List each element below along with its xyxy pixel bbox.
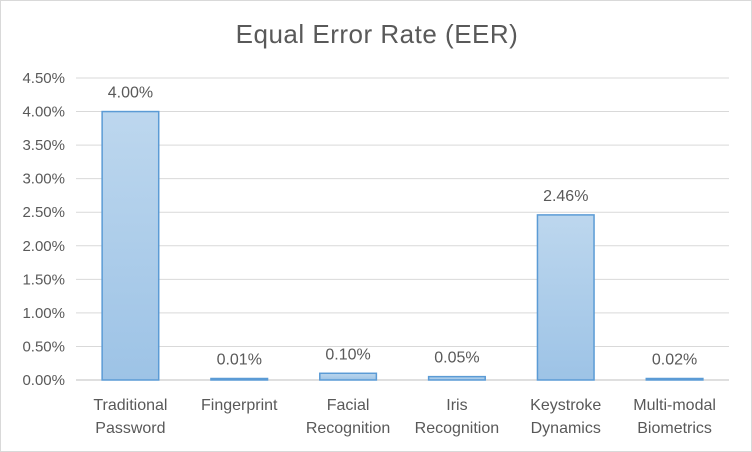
y-tick-label: 2.00% (22, 238, 65, 255)
x-category-label: Facial Recognition (306, 397, 391, 437)
x-axis-categories: Traditional Password Fingerprint Facial Reco… (93, 397, 716, 437)
data-label: 0.02% (652, 352, 697, 369)
bar (210, 377, 269, 381)
bar (101, 110, 160, 381)
data-label: 0.10% (325, 346, 370, 363)
bars (101, 110, 704, 381)
x-category-line: Recognition (415, 420, 500, 437)
y-axis-ticks: 0.00% 0.50% 1.00% 1.50% 2.00% 2.50% 3.00% 3.50%… (22, 70, 65, 389)
data-labels: 4.00% 0.01% 0.10% 0.05% 2.46% 0.02% (108, 85, 698, 369)
y-tick-label: 3.50% (22, 137, 65, 154)
x-category-label: Keystroke Dynamics (530, 397, 601, 437)
x-category-line: Recognition (306, 420, 391, 437)
y-tick-label: 3.00% (22, 171, 65, 188)
x-category-line: Biometrics (637, 420, 712, 437)
x-category-label: Iris Recognition (415, 397, 500, 437)
x-category-line: Iris (446, 397, 467, 414)
x-category-line: Password (95, 420, 165, 437)
x-category-line: Multi-modal (633, 397, 716, 414)
x-category-line: Facial (327, 397, 370, 414)
data-label: 0.05% (434, 350, 479, 367)
chart-title: Equal Error Rate (EER) (235, 19, 519, 49)
data-label: 2.46% (543, 188, 588, 205)
x-category-line: Fingerprint (201, 397, 278, 414)
x-category-label: Traditional Password (93, 397, 167, 437)
y-tick-label: 4.50% (22, 70, 65, 87)
data-label: 0.01% (217, 352, 262, 369)
y-tick-label: 0.00% (22, 372, 65, 389)
x-category-line: Traditional (93, 397, 167, 414)
y-tick-label: 0.50% (22, 338, 65, 355)
x-category-line: Keystroke (530, 397, 601, 414)
bar (427, 375, 486, 381)
data-label: 4.00% (108, 85, 153, 102)
bar (645, 377, 704, 381)
y-tick-label: 2.50% (22, 204, 65, 221)
bar (536, 214, 595, 381)
x-category-label: Fingerprint (201, 397, 278, 414)
bar (319, 372, 378, 381)
y-tick-label: 4.00% (22, 104, 65, 121)
y-tick-label: 1.50% (22, 271, 65, 288)
x-category-label: Multi-modal Biometrics (633, 397, 716, 437)
x-category-line: Dynamics (531, 420, 601, 437)
y-tick-label: 1.00% (22, 305, 65, 322)
gridlines (76, 77, 729, 381)
